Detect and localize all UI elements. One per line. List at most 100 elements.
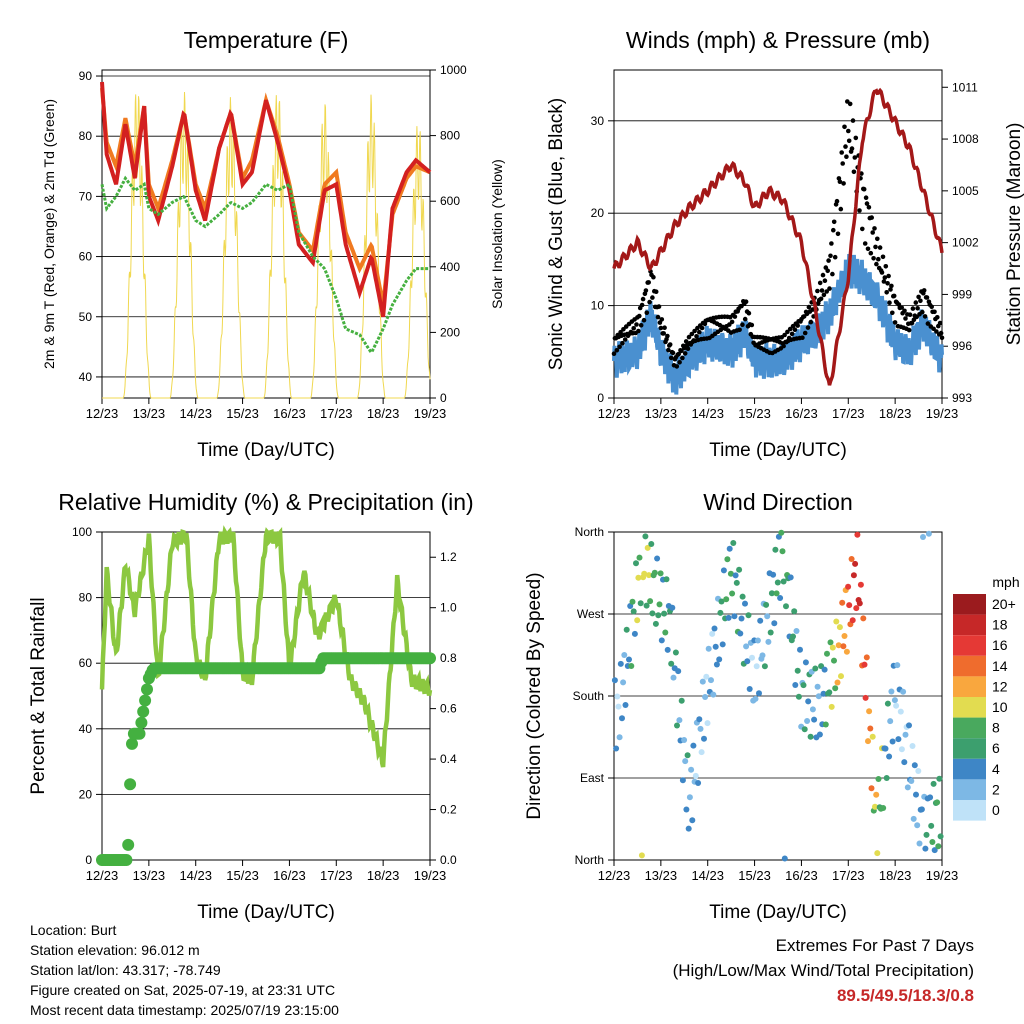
x-tick-label: 14/23 (691, 406, 724, 421)
gust-point (689, 331, 695, 337)
gust-point (620, 340, 625, 346)
direction-point (637, 600, 644, 607)
direction-point (773, 590, 780, 597)
direction-point (838, 673, 844, 680)
y-tick-label: 50 (79, 310, 93, 324)
direction-point (746, 686, 753, 692)
gust-point (737, 327, 742, 333)
direction-point (873, 791, 880, 798)
x-tick-label: 13/23 (645, 406, 678, 421)
gust-point (871, 255, 876, 261)
gust-point (846, 128, 851, 134)
y2-tick-label: 0.6 (440, 702, 457, 716)
gust-point (683, 339, 689, 344)
y2-tick-label: 800 (440, 129, 460, 143)
gust-point (922, 314, 928, 319)
direction-point (816, 731, 823, 738)
direction-point (736, 566, 743, 573)
y2-tick-label: 0.4 (440, 752, 457, 766)
gust-point (631, 326, 636, 331)
y2-tick-label: 999 (952, 287, 972, 301)
gust-point (740, 322, 745, 328)
gust-point (670, 350, 676, 356)
gust-point (903, 316, 908, 321)
direction-point (685, 825, 692, 832)
direction-point (683, 806, 690, 813)
gust-point (870, 230, 875, 235)
y-tick-label: 0 (85, 853, 92, 867)
direction-point (827, 639, 834, 646)
precip-point (122, 838, 135, 851)
gust-point (819, 288, 825, 293)
direction-point (630, 608, 637, 615)
direction-point (836, 624, 843, 631)
x-tick-label: 17/23 (320, 868, 353, 883)
direction-point (913, 791, 919, 798)
direction-point (804, 718, 811, 724)
direction-point (649, 610, 656, 617)
y-tick-label: 20 (79, 787, 93, 801)
gust-point (643, 288, 649, 293)
direction-point (713, 661, 720, 668)
gust-point (618, 329, 623, 335)
direction-point (725, 614, 732, 621)
direction-point (732, 572, 739, 579)
y-axis-label: Direction (Colored By Speed) (524, 572, 545, 819)
gust-point (891, 293, 897, 299)
legend-label: 0 (992, 802, 1000, 818)
direction-point (626, 656, 632, 663)
direction-point (862, 694, 869, 701)
gust-point (785, 329, 790, 335)
gust-point (830, 271, 835, 277)
direction-point (697, 725, 704, 732)
y-tick-label: 0 (597, 391, 604, 405)
chart-title: Winds (mph) & Pressure (mb) (626, 27, 930, 53)
precip-point (424, 652, 436, 665)
gust-point (638, 323, 644, 328)
direction-point (749, 654, 755, 661)
precip-point (139, 694, 152, 707)
legend-label: 2 (992, 781, 1000, 797)
gust-point (808, 319, 814, 325)
gust-point (840, 161, 845, 166)
direction-point (704, 720, 711, 727)
direction-point (795, 693, 802, 700)
humidity-panel: 0 20 40 60 80 100 12/23 13/23 14/23 15/23 16/23 17/… (28, 489, 474, 923)
direction-point (897, 708, 904, 715)
y-axis-label: Percent & Total Rainfall (28, 597, 49, 794)
gust-point (861, 186, 867, 192)
direction-point (635, 574, 642, 581)
gust-point (876, 256, 881, 262)
gust-point (937, 320, 943, 326)
direction-point (611, 677, 618, 684)
gust-point (862, 241, 868, 246)
gust-points (611, 99, 945, 369)
y-tick-label: North (575, 525, 604, 539)
gust-point (826, 258, 831, 263)
direction-point (730, 540, 737, 546)
extremes-values: 89.5/49.5/18.3/0.8 (836, 986, 974, 1005)
direction-point (852, 560, 859, 567)
gust-point (818, 296, 824, 302)
direction-point (717, 609, 724, 616)
x-axis-label: Time (Day/UTC) (709, 440, 847, 461)
gust-point (863, 195, 869, 200)
gust-point (806, 304, 812, 310)
legend-swatch (953, 800, 986, 821)
x-tick-label: 19/23 (926, 406, 959, 421)
gust-point (872, 226, 877, 231)
gust-point (614, 348, 620, 353)
direction-point (930, 780, 937, 787)
gust-point (651, 274, 656, 280)
direction-point (689, 817, 696, 824)
direction-point (874, 850, 881, 857)
gust-point (918, 298, 923, 304)
direction-point (863, 654, 870, 661)
direction-point (655, 612, 662, 619)
direction-point (884, 700, 891, 707)
direction-point (675, 668, 682, 675)
y-tick-label: 80 (79, 129, 93, 143)
x-axis-label: Time (Day/UTC) (197, 902, 335, 923)
direction-point (824, 650, 830, 657)
direction-point (705, 645, 712, 652)
